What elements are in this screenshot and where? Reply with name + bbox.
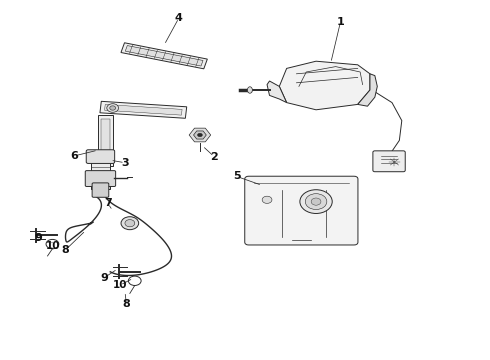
Polygon shape (279, 61, 370, 110)
Text: 3: 3 (121, 158, 129, 168)
Text: 4: 4 (175, 13, 183, 23)
Circle shape (311, 198, 321, 205)
Text: 10: 10 (46, 240, 60, 251)
Circle shape (262, 196, 272, 203)
Polygon shape (121, 43, 207, 69)
Text: 9: 9 (100, 273, 108, 283)
Circle shape (300, 190, 332, 213)
FancyBboxPatch shape (92, 183, 109, 197)
Text: 8: 8 (61, 245, 69, 255)
Polygon shape (358, 74, 377, 106)
Polygon shape (189, 128, 211, 142)
FancyBboxPatch shape (373, 151, 405, 172)
Polygon shape (91, 153, 110, 189)
Polygon shape (100, 101, 187, 118)
FancyBboxPatch shape (245, 176, 358, 245)
Circle shape (305, 194, 327, 210)
Polygon shape (125, 46, 203, 66)
Circle shape (197, 133, 202, 137)
Polygon shape (194, 131, 206, 139)
Text: 2: 2 (210, 152, 218, 162)
FancyBboxPatch shape (85, 171, 116, 186)
Ellipse shape (247, 87, 252, 93)
Circle shape (121, 217, 139, 230)
Polygon shape (267, 81, 287, 103)
Text: 1: 1 (337, 17, 344, 27)
Polygon shape (101, 119, 110, 162)
FancyBboxPatch shape (86, 150, 115, 163)
Text: 5: 5 (233, 171, 241, 181)
Text: 9: 9 (34, 233, 42, 243)
Circle shape (125, 220, 135, 227)
Polygon shape (104, 104, 182, 115)
Text: 10: 10 (113, 280, 127, 290)
Text: 7: 7 (104, 198, 112, 208)
Circle shape (107, 104, 119, 112)
Text: 6: 6 (71, 151, 78, 161)
Circle shape (110, 106, 116, 110)
Text: 8: 8 (122, 299, 130, 309)
Polygon shape (98, 115, 113, 166)
